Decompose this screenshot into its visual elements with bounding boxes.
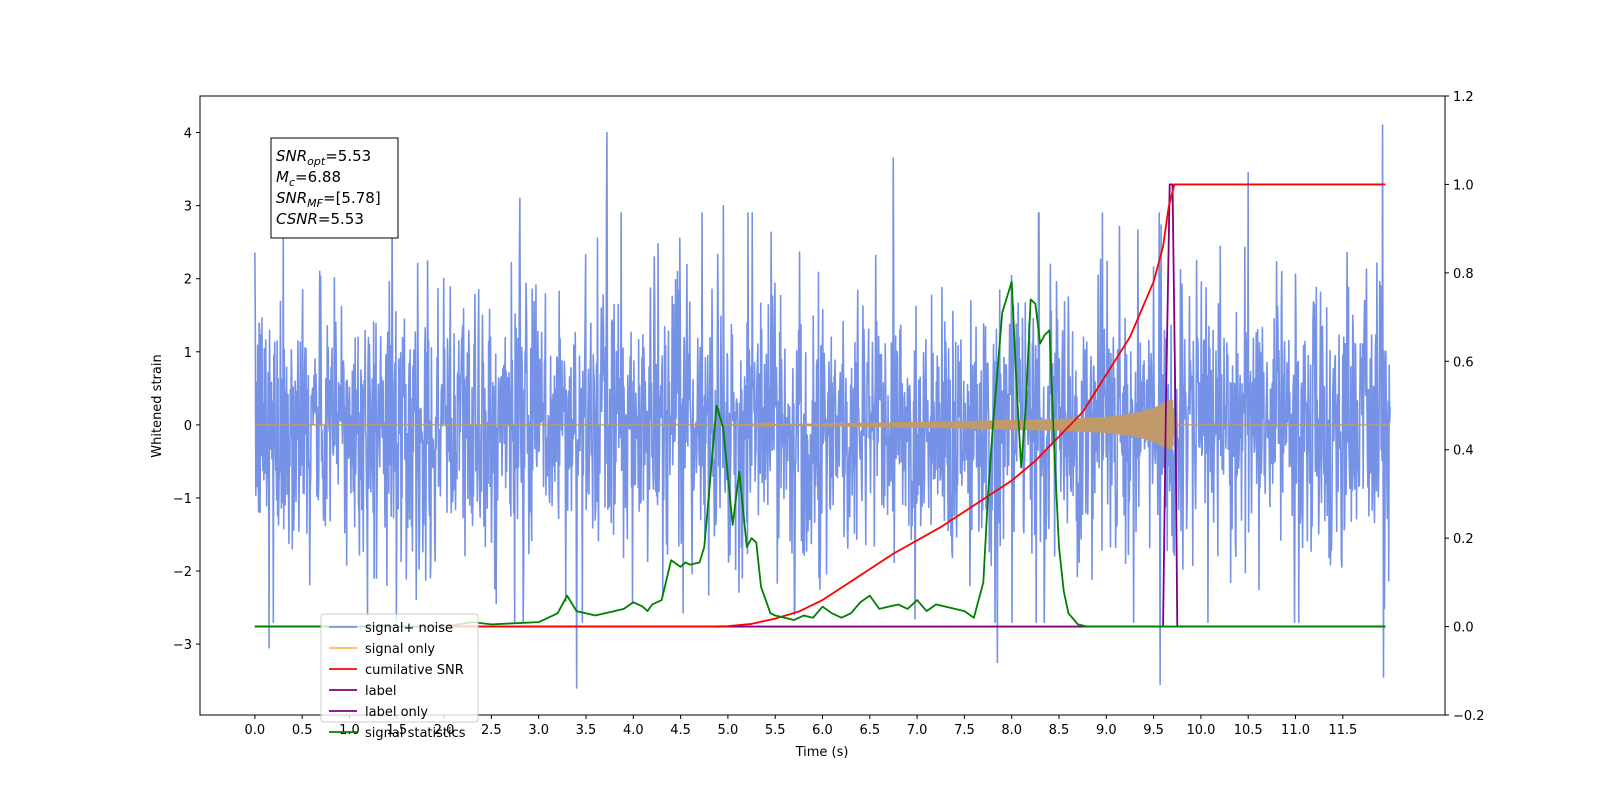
x-tick-label: 3.5 — [576, 723, 597, 738]
x-tick-label: 4.5 — [670, 723, 691, 738]
series-label — [254, 183, 1386, 628]
legend-entry: signal only — [329, 642, 435, 657]
y2-tick-label: 0.2 — [1453, 532, 1474, 547]
x-tick-label: 0.5 — [292, 723, 313, 738]
y-tick-label: 4 — [184, 127, 192, 142]
legend-entry: cumilative SNR — [329, 663, 464, 678]
legend-label: signal+ noise — [365, 621, 453, 636]
legend-entry: label only — [329, 705, 428, 720]
annotation-line: CSNR=5.53 — [276, 210, 364, 228]
legend-entry: signal+ noise — [329, 621, 453, 636]
y-tick-label: 3 — [184, 200, 192, 215]
y2-tick-label: 1.2 — [1453, 90, 1474, 105]
legend-label: cumilative SNR — [365, 663, 464, 678]
x-tick-label: 8.5 — [1049, 723, 1070, 738]
plot-area — [254, 124, 1391, 689]
legend-label: signal statistics — [365, 726, 466, 741]
x-tick-label: 9.5 — [1143, 723, 1164, 738]
annotation-line: SNRopt=5.53 — [276, 147, 371, 168]
legend: signal+ noise signal only cumilative SNR la… — [320, 613, 479, 741]
y2-tick-label: 0.8 — [1453, 267, 1474, 282]
x-axis-label: Time (s) — [795, 745, 849, 760]
signal-noise-line — [254, 124, 1391, 689]
x-tick-label: 2.0 — [434, 723, 455, 738]
x-tick-label: 0.0 — [245, 723, 266, 738]
legend-frame — [320, 613, 479, 723]
x-tick-label: 6.5 — [859, 723, 880, 738]
x-tick-label: 5.0 — [718, 723, 739, 738]
cumulative-snr-line — [254, 183, 1386, 628]
y2-tick-label: 1.0 — [1453, 178, 1474, 193]
signal-statistics-line — [254, 280, 1386, 628]
x-tick-label: 10.5 — [1234, 723, 1263, 738]
x-tick-label: 11.0 — [1281, 723, 1310, 738]
series-signal-statistics — [254, 280, 1386, 628]
x-tick-label: 2.5 — [481, 723, 502, 738]
label-line — [254, 183, 1386, 628]
x-tick-label: 3.0 — [528, 723, 549, 738]
y2-tick-label: 0.6 — [1453, 355, 1474, 370]
series-signal-only — [254, 399, 1391, 451]
x-tick-label: 9.0 — [1096, 723, 1117, 738]
annotation-box-frame — [270, 137, 399, 239]
y2-tick-label: −0.2 — [1453, 709, 1485, 724]
y-axis-left: −3 −2 −1 0 1 2 3 4 — [173, 127, 200, 653]
y-tick-label: 0 — [184, 419, 192, 434]
legend-label: label only — [365, 705, 428, 720]
series-cumulative-snr — [254, 183, 1386, 628]
legend-entry: label — [329, 684, 396, 699]
legend-entry: signal statistics — [329, 726, 466, 741]
x-tick-label: 7.5 — [954, 723, 975, 738]
x-tick-label: 8.0 — [1001, 723, 1022, 738]
y-tick-label: 1 — [184, 346, 192, 361]
x-tick-label: 4.0 — [623, 723, 644, 738]
y2-tick-label: 0.0 — [1453, 621, 1474, 636]
x-tick-label: 5.5 — [765, 723, 786, 738]
y-tick-label: −1 — [173, 492, 192, 507]
legend-label: signal only — [365, 642, 435, 657]
x-axis: 0.0 0.5 1.0 1.5 2.0 2.5 3.0 3.5 4.0 4.5 5.0 5.5 6.0 6… — [245, 715, 1357, 738]
y-axis-label: Whitened strain — [150, 354, 165, 457]
x-tick-label: 6.0 — [812, 723, 833, 738]
y-tick-label: −3 — [173, 638, 192, 653]
y-tick-label: 2 — [184, 273, 192, 288]
y2-tick-label: 0.4 — [1453, 444, 1474, 459]
y-axis-right: −0.2 0.0 0.2 0.4 0.6 0.8 1.0 1.2 — [1445, 90, 1485, 724]
annotation-line: Mc=6.88 — [276, 168, 341, 189]
series-signal-noise — [254, 124, 1391, 689]
x-tick-label: 1.5 — [386, 723, 407, 738]
x-tick-label: 1.0 — [339, 723, 360, 738]
signal-only-line — [254, 399, 1391, 451]
x-tick-label: 7.0 — [907, 723, 928, 738]
x-tick-label: 10.0 — [1186, 723, 1215, 738]
legend-label: label — [365, 684, 396, 699]
y-tick-label: −2 — [173, 565, 192, 580]
x-tick-label: 11.5 — [1328, 723, 1357, 738]
annotation-line: SNRMF=[5.78] — [276, 189, 381, 210]
